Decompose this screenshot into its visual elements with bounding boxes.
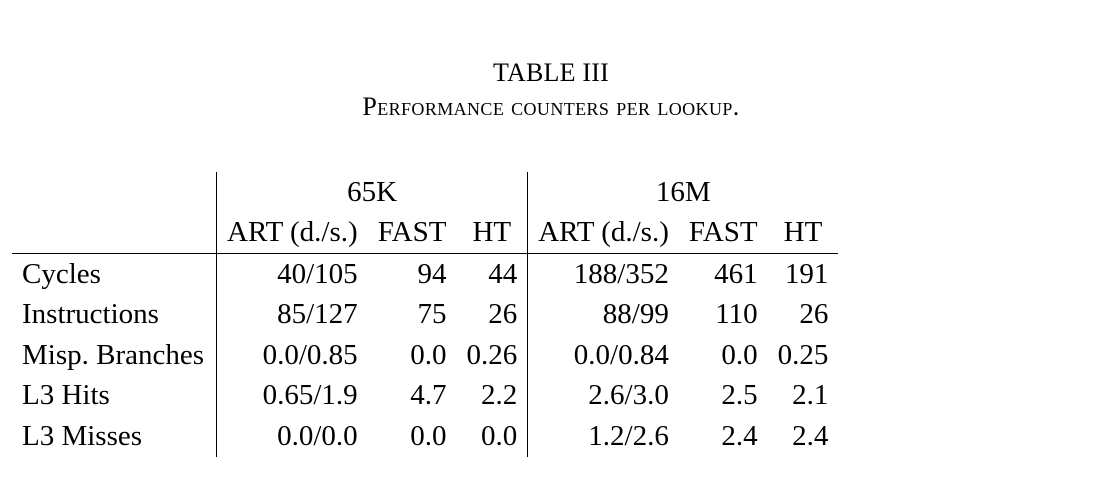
table-caption-subtitle: Performance counters per lookup. [362, 92, 740, 121]
table-cell: 0.0/0.85 [216, 335, 368, 376]
row-label: Cycles [22, 257, 101, 290]
table-cell: 40/105 [216, 253, 368, 295]
column-header: HT [767, 212, 839, 254]
table-cell: 26 [488, 298, 518, 331]
table-cell: 2.2 [480, 379, 518, 412]
table-cell: 0.0 [480, 419, 518, 452]
table-group-header-row: 65K 16M [12, 172, 839, 213]
table-cell: 85/127 [216, 294, 368, 335]
table-cell: 0.65/1.9 [216, 375, 368, 416]
table-cell: 188/352 [527, 253, 679, 295]
table-cell: 2.6/3.0 [527, 375, 679, 416]
table-cell: 0.0 [410, 338, 447, 371]
table-cell: 4.7 [410, 379, 447, 412]
group-header-65k: 65K [216, 172, 528, 213]
row-label: Misp. Branches [22, 338, 205, 371]
column-header: FAST [678, 212, 768, 254]
table-cell: 94 [417, 257, 447, 290]
table-cell: 2.5 [721, 379, 758, 412]
table-column-header-row: ART (d./s.) FAST HT ART (d./s.) FAST HT [12, 212, 839, 254]
table-cell: 75 [417, 298, 447, 331]
table-cell: 44 [488, 257, 518, 290]
empty-corner-cell [12, 212, 217, 254]
table-cell: 26 [799, 298, 829, 331]
table-cell: 0.26 [466, 338, 518, 371]
table-cell: 191 [784, 257, 829, 290]
row-label: L3 Hits [22, 379, 110, 412]
table-row: Instructions 85/127 75 26 88/99 110 26 [12, 294, 838, 335]
table-cell: 0.0 [721, 338, 758, 371]
table-row: L3 Hits 0.65/1.9 4.7 2.2 2.6/3.0 2.5 2.1 [12, 375, 838, 416]
table-cell: 2.1 [792, 379, 829, 412]
table-cell: 2.4 [721, 419, 758, 452]
table-row: Misp. Branches 0.0/0.85 0.0 0.26 0.0/0.8… [12, 335, 838, 376]
table-cell: 0.0/0.84 [527, 335, 679, 376]
row-label: Instructions [22, 298, 159, 331]
table-cell: 110 [715, 298, 758, 331]
table-cell: 1.2/2.6 [527, 416, 679, 457]
row-label: L3 Misses [22, 419, 143, 452]
table-cell: 0.0/0.0 [216, 416, 368, 457]
table-caption-title: TABLE III [493, 58, 609, 87]
table-cell: 2.4 [792, 419, 829, 452]
table-cell: 0.0 [410, 419, 447, 452]
column-header: ART (d./s.) [216, 212, 368, 254]
table-cell: 0.25 [777, 338, 829, 371]
table-row: L3 Misses 0.0/0.0 0.0 0.0 1.2/2.6 2.4 2.… [12, 416, 838, 457]
column-header: FAST [367, 212, 457, 254]
performance-counters-table: 65K 16M ART (d./s.) FAST HT ART (d./s.) … [12, 172, 839, 457]
column-header: ART (d./s.) [527, 212, 679, 254]
group-header-16m: 16M [527, 172, 839, 213]
table-cell: 461 [714, 257, 758, 290]
empty-corner-cell [12, 172, 217, 213]
table-row: Cycles 40/105 94 44 188/352 461 191 [12, 253, 838, 295]
table-cell: 88/99 [527, 294, 679, 335]
column-header: HT [456, 212, 528, 254]
